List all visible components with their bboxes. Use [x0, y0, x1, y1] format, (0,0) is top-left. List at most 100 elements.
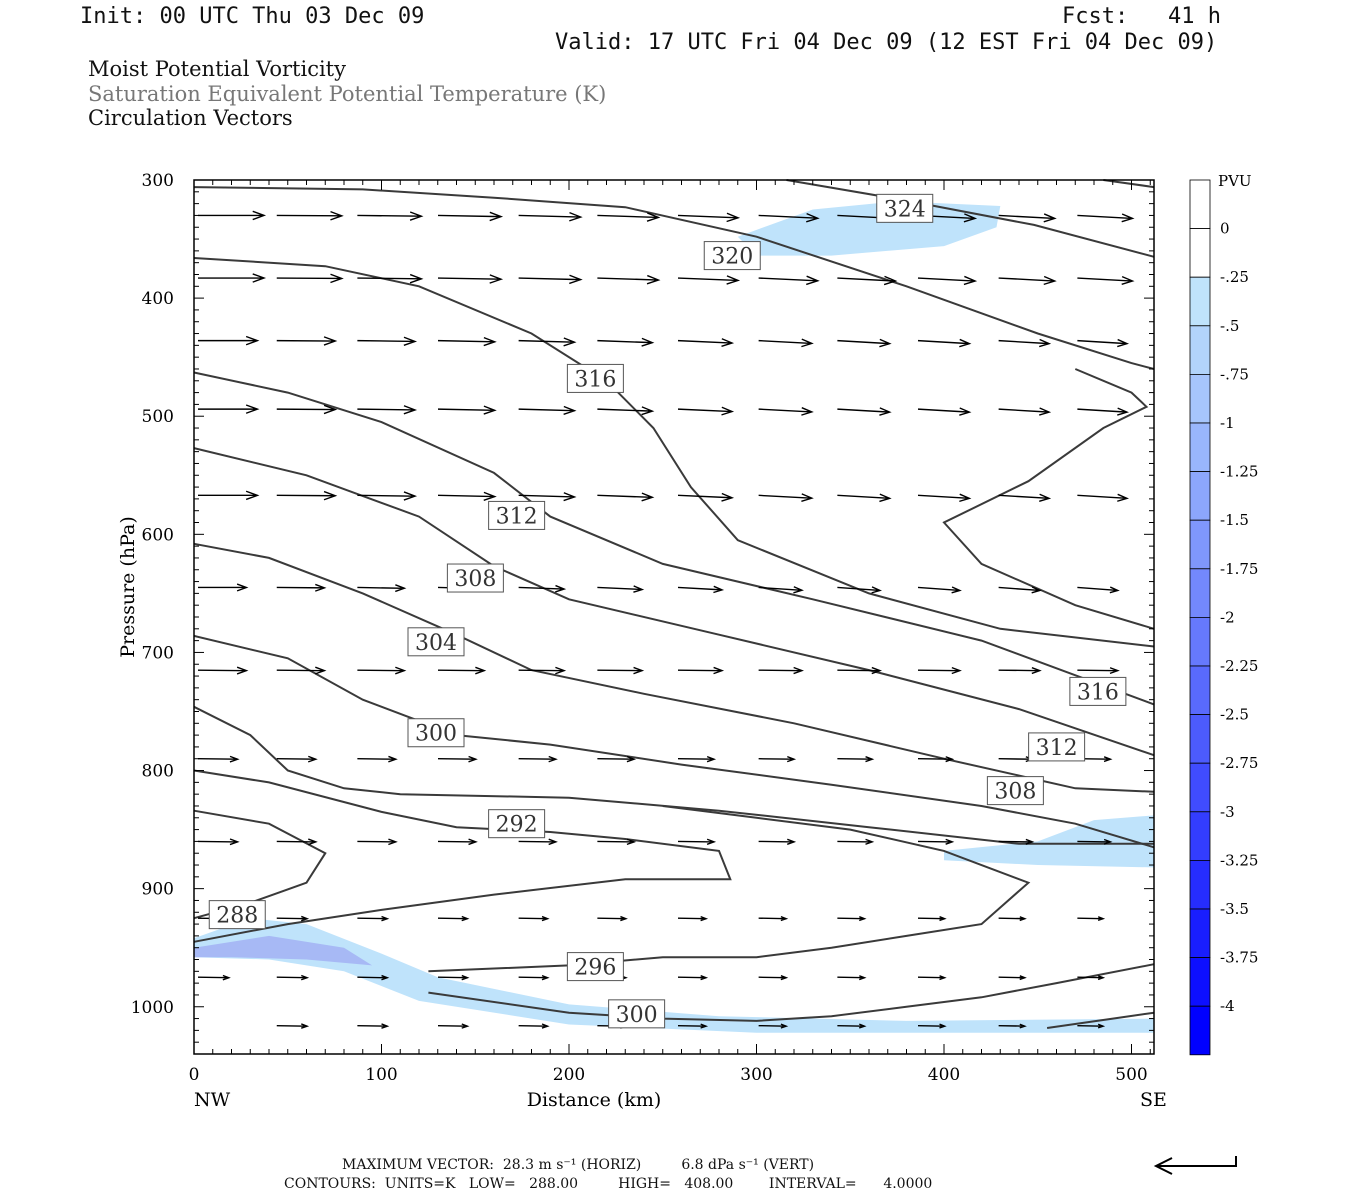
- circulation-vector: [758, 275, 820, 286]
- circulation-vector: [998, 275, 1057, 286]
- circulation-vector: [357, 336, 418, 346]
- circulation-vector: [198, 335, 260, 346]
- colorbar-label: -4: [1220, 997, 1235, 1015]
- circulation-vector: [1077, 493, 1130, 502]
- field-title-thetaes: Saturation Equivalent Potential Temperat…: [88, 82, 607, 106]
- theta-contour-300-8: [193, 634, 1155, 849]
- circulation-vector: [677, 915, 709, 922]
- circulation-vector: [998, 916, 1027, 922]
- pv-region-0: [737, 201, 1001, 256]
- contour-label-300: 300: [407, 718, 465, 748]
- circulation-vector: [917, 275, 978, 286]
- colorbar-cell: [1189, 568, 1211, 618]
- field-title-pv: Moist Potential Vorticity: [88, 57, 346, 81]
- x-tick-label: 300: [740, 1065, 772, 1085]
- colorbar-label: -.25: [1220, 268, 1249, 286]
- contour-label-box: [488, 500, 546, 530]
- contour-label-320: 320: [703, 241, 761, 271]
- circulation-vector: [677, 666, 725, 675]
- colorbar-label: -1: [1220, 414, 1235, 432]
- circulation-vector: [518, 274, 583, 285]
- contour-label-box: [986, 776, 1044, 806]
- circulation-vector: [998, 667, 1042, 675]
- colorbar-label: -2.5: [1220, 706, 1249, 724]
- x-tick-label: 200: [553, 1065, 585, 1085]
- x-tick-label: 500: [1115, 1065, 1147, 1085]
- y-tick-label: 800: [142, 762, 174, 782]
- contour-label-304: 304: [407, 627, 465, 657]
- contour-label-box: [703, 241, 761, 271]
- contour-label-box: [407, 718, 465, 748]
- contour-label-box: [488, 809, 546, 839]
- circulation-vector: [198, 583, 249, 592]
- contour-label-text: 288: [216, 904, 258, 929]
- circulation-vector: [198, 404, 260, 414]
- contour-label-text: 312: [496, 504, 538, 529]
- colorbar-cell: [1189, 665, 1211, 715]
- colorbar-label: -3.5: [1220, 900, 1249, 918]
- circulation-vector: [677, 755, 717, 763]
- theta-contour-300-13: [428, 963, 1155, 1022]
- contour-label-text: 300: [616, 1003, 658, 1028]
- circulation-vector: [597, 838, 637, 846]
- circulation-vector: [518, 211, 583, 222]
- circulation-vector: [276, 210, 344, 221]
- colorbar-cell: [1189, 228, 1211, 278]
- contour-label-box: [876, 193, 934, 223]
- colorbar-label: -1.5: [1220, 511, 1249, 529]
- circulation-vector: [518, 584, 567, 593]
- colorbar-label: -1.75: [1220, 560, 1258, 578]
- circulation-vector: [837, 975, 867, 981]
- circulation-vector: [437, 1023, 470, 1029]
- y-tick-label: 500: [142, 407, 174, 427]
- contour-label-316: 316: [566, 363, 624, 393]
- circulation-vector: [357, 211, 424, 221]
- contour-note: CONTOURS: UNITS=K LOW= 288.00 HIGH= 408.…: [284, 1176, 933, 1192]
- circulation-vector: [998, 975, 1027, 981]
- circulation-vector: [917, 586, 962, 594]
- circulation-vector: [837, 407, 892, 416]
- colorbar-cell: [1189, 811, 1211, 861]
- colorbar-label: -1.25: [1220, 463, 1258, 481]
- circulation-vector: [917, 666, 962, 675]
- circulation-vector: [437, 491, 497, 501]
- y-tick-label: 300: [142, 171, 174, 191]
- circulation-vector: [677, 838, 717, 845]
- circulation-vector: [1077, 975, 1106, 981]
- circulation-vector: [677, 212, 741, 223]
- circulation-vector: [276, 336, 338, 346]
- circulation-vector: [597, 492, 655, 502]
- circulation-vector: [837, 838, 875, 845]
- colorbar-cell: [1189, 714, 1211, 764]
- circulation-vector: [758, 586, 804, 594]
- contour-label-box: [566, 363, 624, 393]
- circulation-vector: [276, 666, 327, 675]
- colorbar-cell: [1189, 860, 1211, 910]
- forecast-hour: Fcst: 41 h: [1062, 4, 1221, 29]
- x-axis-title: Distance (km): [527, 1089, 662, 1111]
- contour-label-box: [208, 900, 266, 930]
- colorbar-cell: [1189, 179, 1211, 229]
- theta-contour-296-9: [193, 705, 1154, 845]
- contour-label-312: 312: [1028, 732, 1086, 762]
- circulation-vector: [198, 490, 260, 501]
- circulation-vector: [276, 755, 318, 763]
- colorbar-cell: [1189, 617, 1211, 667]
- field-title-vectors: Circulation Vectors: [88, 106, 293, 130]
- left-endpoint-label: NW: [194, 1089, 231, 1111]
- circulation-vector: [998, 213, 1057, 223]
- theta-contour-304-7: [193, 542, 1155, 793]
- colorbar-label: -3.75: [1220, 949, 1258, 967]
- colorbar-cell: [1189, 1005, 1211, 1056]
- circulation-vector: [437, 755, 478, 763]
- circulation-vector: [437, 211, 504, 222]
- contour-label-text: 316: [1077, 680, 1119, 705]
- circulation-vector: [518, 405, 577, 416]
- circulation-vector: [1077, 213, 1135, 223]
- circulation-vector: [917, 975, 947, 981]
- x-tick-label: 400: [928, 1065, 960, 1085]
- theta-contour-320-1: [193, 186, 1155, 370]
- circulation-vector: [917, 838, 955, 845]
- colorbar-cell: [1189, 762, 1211, 813]
- circulation-vector: [597, 755, 637, 763]
